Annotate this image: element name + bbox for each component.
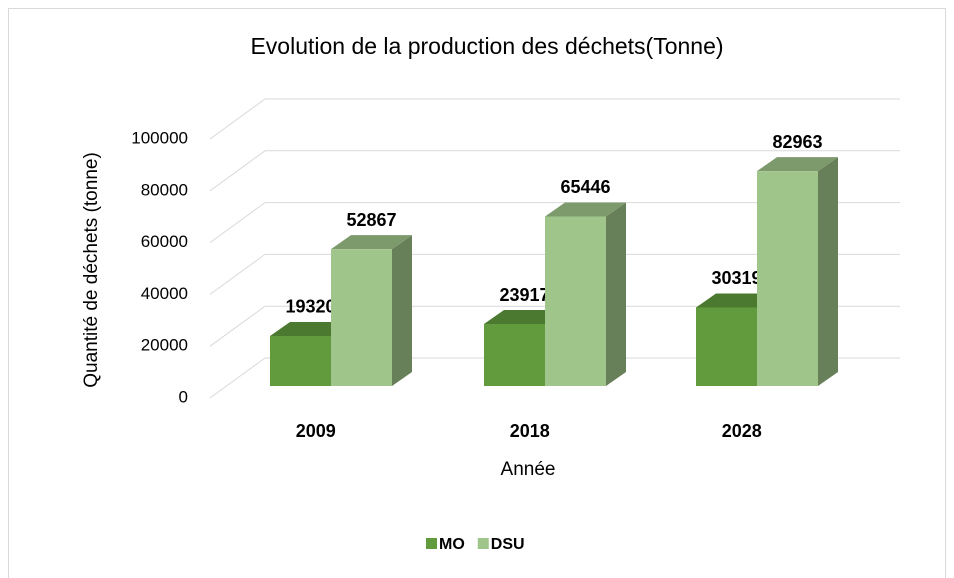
y-tick-label: 80000 [141,180,188,199]
x-tick-label: 2018 [510,421,550,441]
bar-side [392,235,412,386]
y-tick-label: 20000 [141,336,188,355]
bar [757,157,838,386]
grid-line [209,253,900,295]
y-tick-label: 100000 [131,128,188,147]
x-axis-title: Année [501,459,556,480]
data-label: 52867 [346,210,396,230]
bar-front [484,324,545,386]
chart-border [8,8,946,578]
data-label: 82963 [772,132,822,152]
bar-front [696,307,757,386]
y-tick-label: 0 [179,387,188,406]
data-label: 19320 [285,297,335,317]
bar-front [545,216,606,386]
grid-line [209,202,900,244]
legend-swatch [477,538,489,549]
bar-top [545,202,626,217]
data-label: 30319 [711,268,761,288]
bar-front [270,335,331,386]
grid-line [209,150,900,192]
data-label: 65446 [560,177,610,197]
bar-top [331,235,412,250]
chart-title: Evolution de la production des déchets(T… [250,33,723,59]
bar [545,202,626,386]
y-axis-title: Quantité de déchets (tonne) [81,152,102,388]
bar-side [606,202,626,386]
x-tick-label: 2009 [296,421,336,441]
x-tick-label: 2028 [722,421,762,441]
y-tick-label: 40000 [141,284,188,303]
bar-front [331,249,392,386]
bar-top [696,293,777,308]
grid-line [209,305,900,347]
legend-label: MO [439,536,465,553]
legend-swatch [426,538,437,549]
bar-top [270,321,351,336]
bar-side [818,157,838,386]
grid-line [209,357,900,399]
bar-top [757,157,838,172]
y-tick-label: 60000 [141,232,188,251]
bar-top [484,310,565,325]
legend-label: DSU [491,536,525,553]
data-label: 23917 [499,285,549,305]
bar-front [757,171,818,386]
grid-line [209,98,900,140]
bar [331,235,412,386]
